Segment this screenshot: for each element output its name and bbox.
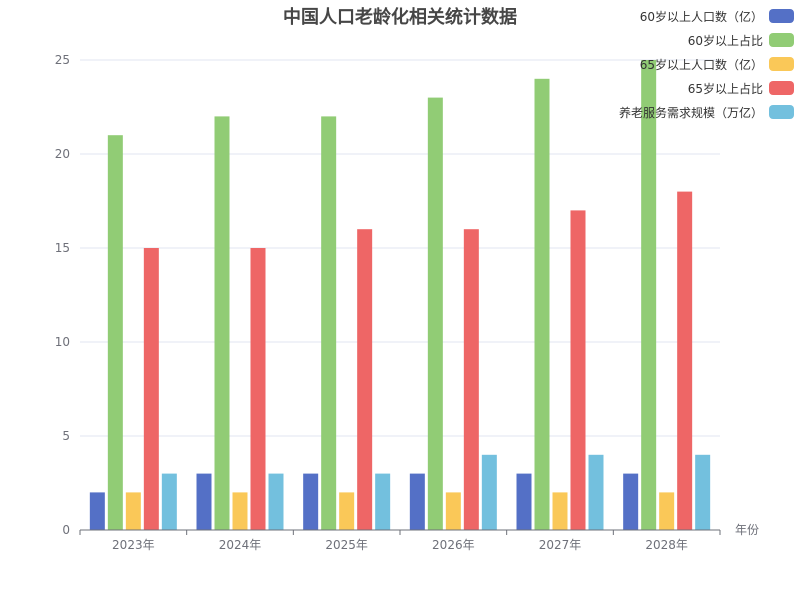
bar xyxy=(677,191,693,530)
bar xyxy=(143,248,159,530)
legend-label: 65岁以上人口数（亿） xyxy=(639,57,763,72)
bar xyxy=(161,473,177,530)
y-tick-label: 5 xyxy=(62,429,70,443)
bar xyxy=(357,229,373,530)
bar xyxy=(232,492,248,530)
bar xyxy=(196,473,212,530)
y-tick-label: 25 xyxy=(55,53,70,67)
legend-label: 60岁以上人口数（亿） xyxy=(639,9,763,24)
legend-item[interactable]: 养老服务需求规模（万亿） xyxy=(619,100,794,124)
legend-item[interactable]: 65岁以上占比 xyxy=(688,76,794,100)
y-tick-label: 10 xyxy=(55,335,70,349)
x-axis-title: 年份 xyxy=(735,523,759,537)
y-tick-label: 0 xyxy=(62,523,70,537)
bar xyxy=(427,97,443,530)
bar xyxy=(552,492,568,530)
legend-item[interactable]: 65岁以上人口数（亿） xyxy=(640,52,794,76)
bar xyxy=(463,229,479,530)
axes: 年份 0 5 10 15 20 25 2023年 2024年 2025年 2026年 2027年 20… xyxy=(55,53,759,552)
y-tick-label: 15 xyxy=(55,241,70,255)
legend: 60岁以上人口数（亿） 60岁以上占比 65岁以上人口数（亿） 65岁以上占比养老服务… xyxy=(619,4,794,124)
bar xyxy=(321,116,337,531)
bar xyxy=(481,454,497,530)
x-tick-label: 2024年 xyxy=(219,538,262,552)
bar xyxy=(516,473,532,530)
bar xyxy=(623,473,639,530)
bar xyxy=(534,78,550,531)
bar xyxy=(588,454,604,530)
legend-swatch xyxy=(769,33,794,47)
bar xyxy=(107,135,123,530)
bar xyxy=(250,248,266,530)
x-tick-label: 2025年 xyxy=(325,538,368,552)
legend-item[interactable]: 60岁以上占比 xyxy=(688,28,794,52)
bars xyxy=(89,60,711,531)
grid-lines xyxy=(80,59,720,437)
bar xyxy=(659,492,675,530)
legend-swatch xyxy=(769,9,794,23)
bar xyxy=(89,492,105,530)
y-tick-label: 20 xyxy=(55,147,70,161)
bar xyxy=(695,454,711,530)
bar xyxy=(303,473,319,530)
legend-label: 65岁以上占比 xyxy=(687,81,763,96)
legend-swatch xyxy=(769,57,794,71)
bar xyxy=(268,473,284,530)
x-tick-label: 2027年 xyxy=(539,538,582,552)
bar xyxy=(125,492,141,530)
bar xyxy=(409,473,425,530)
bar xyxy=(214,116,230,531)
chart-title: 中国人口老龄化相关统计数据 xyxy=(283,7,517,28)
bar xyxy=(641,60,657,530)
bar xyxy=(339,492,355,530)
x-tick-label: 2028年 xyxy=(645,538,688,552)
x-tick-label: 2023年 xyxy=(112,538,155,552)
bar xyxy=(570,210,586,530)
legend-swatch xyxy=(769,81,794,95)
legend-item[interactable]: 60岁以上人口数（亿） xyxy=(640,4,794,28)
legend-label: 60岁以上占比 xyxy=(687,33,763,48)
bar xyxy=(375,473,391,530)
x-tick-label: 2026年 xyxy=(432,538,475,552)
legend-swatch xyxy=(769,105,794,119)
legend-label: 养老服务需求规模（万亿） xyxy=(618,105,763,120)
bar xyxy=(445,492,461,530)
